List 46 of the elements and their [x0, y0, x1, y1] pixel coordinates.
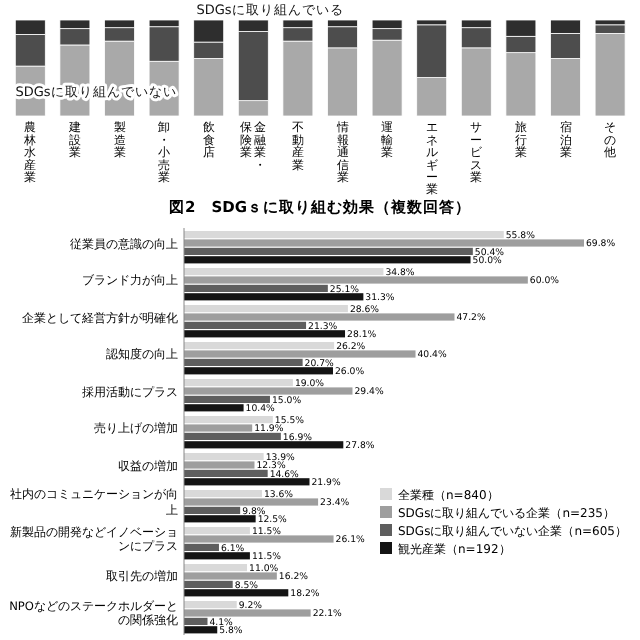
- bar: [184, 367, 333, 375]
- bar: [184, 498, 319, 506]
- bar: [184, 293, 364, 301]
- bar: [184, 416, 273, 424]
- bar: [184, 626, 218, 634]
- bar: [184, 432, 281, 440]
- bar: [184, 589, 289, 597]
- bar: [184, 239, 584, 247]
- bar: [594, 33, 626, 117]
- bar: [184, 268, 384, 276]
- bar: [184, 609, 311, 617]
- bar: [184, 543, 219, 551]
- bar: [184, 404, 244, 412]
- bar: [184, 284, 328, 292]
- bar: [184, 350, 416, 358]
- bar: [184, 552, 250, 560]
- bar: [184, 527, 250, 535]
- bar: [184, 305, 348, 313]
- bar: [184, 453, 264, 461]
- bar: [184, 321, 307, 329]
- bar: [594, 19, 626, 26]
- bar: [184, 424, 253, 432]
- bar: [184, 580, 233, 588]
- bar: [184, 276, 528, 284]
- bar: [184, 478, 310, 486]
- bar: [184, 379, 293, 387]
- bar: [184, 342, 335, 350]
- bar: [184, 572, 277, 580]
- bar: [184, 506, 241, 514]
- bar: [184, 313, 455, 321]
- bar: [184, 617, 208, 625]
- bar: [184, 387, 353, 395]
- bar: [184, 358, 303, 366]
- bar: [184, 564, 248, 572]
- bar: [184, 515, 256, 523]
- bar: [184, 395, 270, 403]
- bar: [184, 256, 471, 264]
- bar: [184, 231, 504, 239]
- bar: [184, 601, 237, 609]
- bar: [184, 330, 346, 338]
- bar: [184, 247, 473, 255]
- bar: [184, 490, 262, 498]
- bar: [184, 469, 268, 477]
- bar: [184, 535, 334, 543]
- bar: [184, 461, 255, 469]
- bar: [184, 441, 344, 449]
